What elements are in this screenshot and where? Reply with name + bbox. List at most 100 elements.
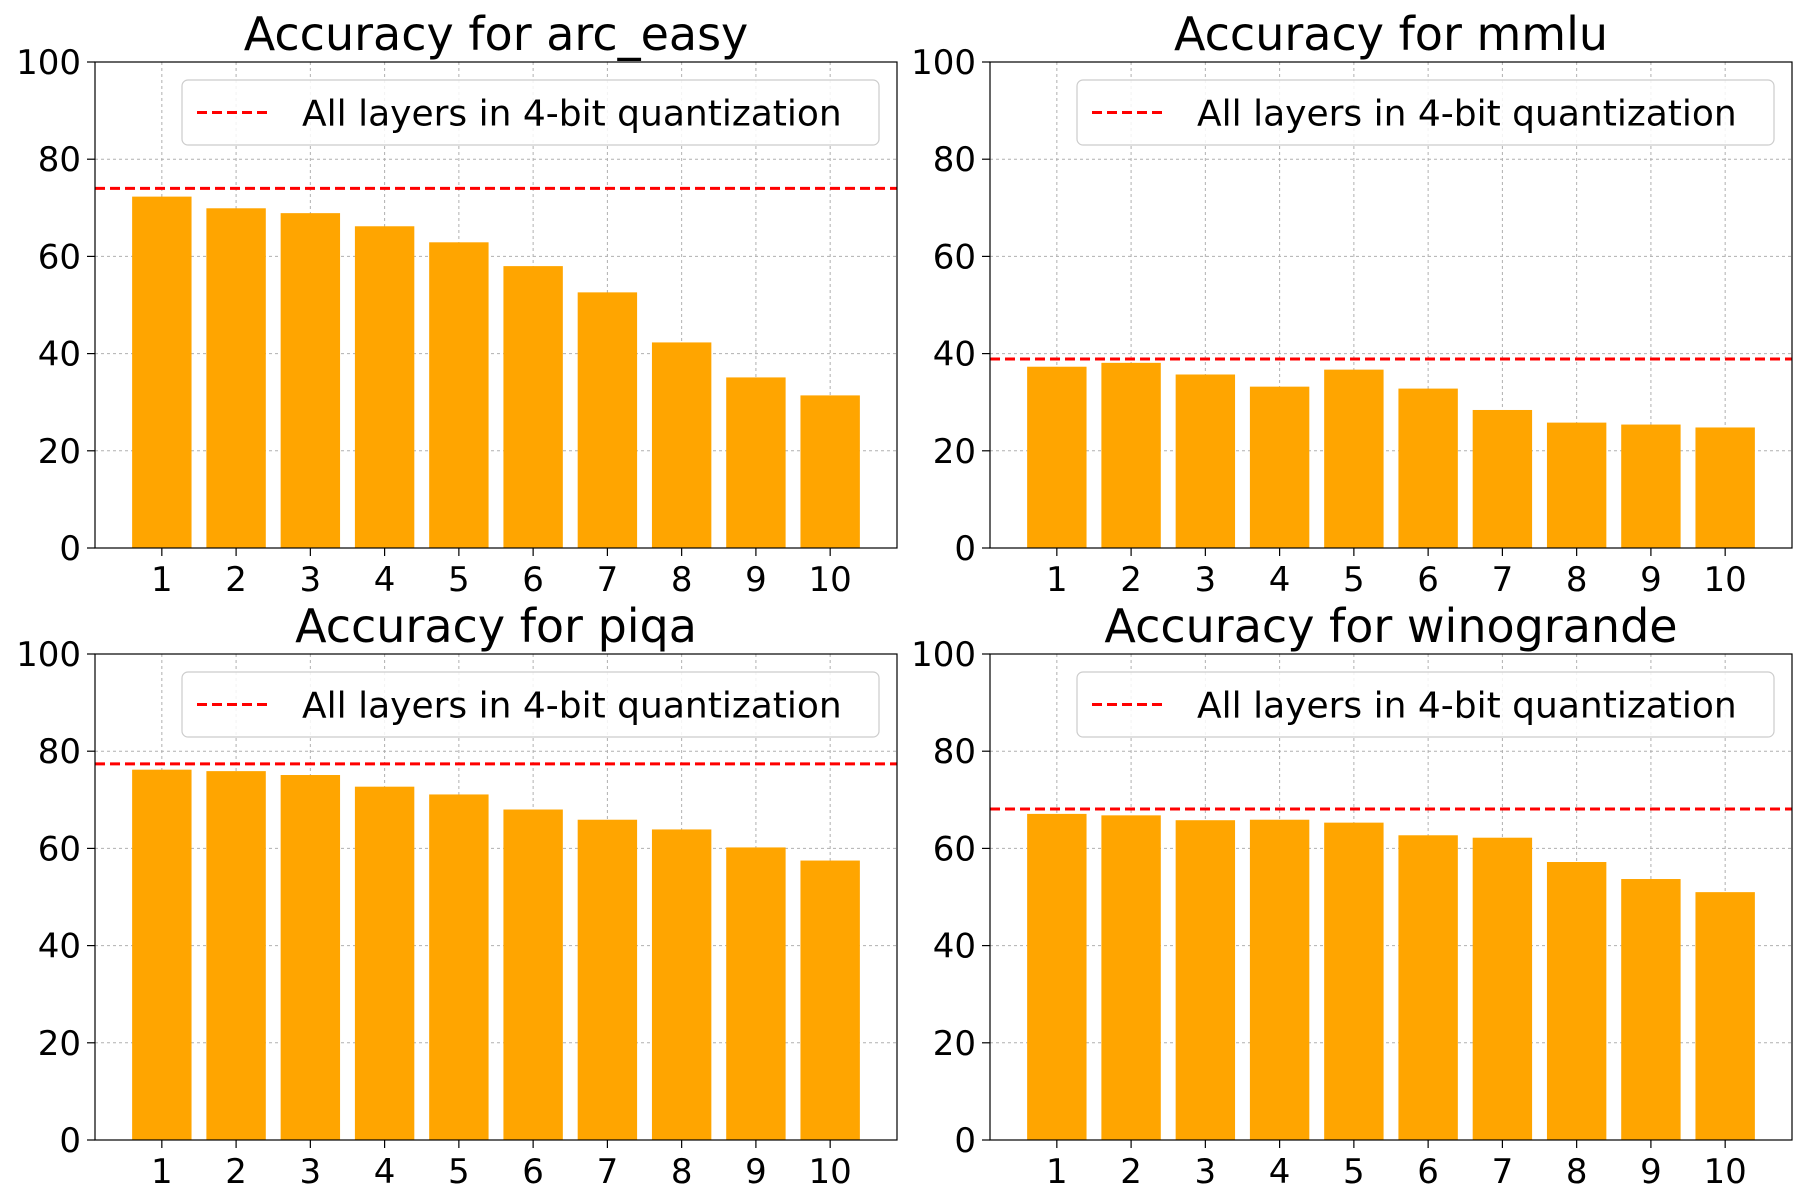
bar-9	[1621, 879, 1681, 1140]
y-tick-label: 40	[933, 335, 976, 375]
chart-panel-2: 0 20 40 60 80 100 1 2 3 4 5 6 7 8 9 10 Accuracy for mmlu…	[911, 7, 1793, 600]
axes-frame	[989, 61, 1793, 549]
bar-10	[800, 860, 860, 1140]
x-tick-label: 3	[1195, 1152, 1217, 1192]
chart-title: Accuracy for piqa	[295, 599, 697, 653]
x-tick-label: 3	[300, 560, 322, 600]
x-tick-label: 10	[809, 560, 852, 600]
bar-9	[1621, 424, 1681, 548]
x-tick-label: 6	[1417, 1152, 1439, 1192]
x-tick-label: 1	[151, 560, 173, 600]
bar-5	[429, 794, 489, 1140]
y-tick-label: 40	[38, 335, 81, 375]
bar-6	[1398, 835, 1458, 1140]
legend-label: All layers in 4-bit quantization	[1197, 94, 1737, 135]
bar-1	[132, 196, 192, 548]
y-tick-label: 0	[954, 529, 976, 569]
x-tick-label: 5	[1343, 560, 1365, 600]
bar-5	[1324, 369, 1384, 548]
bar-9	[726, 847, 786, 1140]
y-tick-label: 60	[933, 237, 976, 277]
legend-box	[181, 79, 880, 146]
x-tick-label: 8	[671, 560, 693, 600]
bar-3	[1175, 820, 1236, 1140]
bar-1	[1027, 366, 1087, 548]
x-tick-label: 8	[671, 1152, 693, 1192]
legend: All layers in 4-bit quantization	[181, 671, 880, 738]
x-tick-label: 7	[1492, 560, 1514, 600]
x-tick-label: 10	[1704, 1152, 1747, 1192]
legend: All layers in 4-bit quantization	[1076, 671, 1775, 738]
legend: All layers in 4-bit quantization	[181, 79, 880, 146]
bar-2	[206, 771, 266, 1140]
bar-9	[726, 377, 786, 548]
bar-2	[1101, 815, 1161, 1140]
y-tick-label: 80	[38, 140, 81, 180]
y-tick-label: 20	[933, 432, 976, 472]
x-tick-label: 9	[745, 560, 767, 600]
axes-frame	[989, 653, 1793, 1141]
x-tick-label: 4	[1269, 560, 1291, 600]
axes-frame	[94, 61, 898, 549]
bar-2	[1101, 362, 1161, 548]
x-tick-label: 2	[225, 1152, 247, 1192]
bar-10	[800, 395, 860, 548]
legend-box	[1076, 79, 1775, 146]
y-tick-label: 20	[38, 432, 81, 472]
x-tick-label: 6	[522, 560, 544, 600]
x-tick-label: 6	[1417, 560, 1439, 600]
bar-8	[651, 829, 712, 1140]
x-tick-label: 3	[1195, 560, 1217, 600]
y-tick-label: 80	[933, 140, 976, 180]
y-tick-label: 100	[16, 43, 81, 83]
x-tick-label: 2	[225, 560, 247, 600]
y-tick-label: 0	[954, 1121, 976, 1161]
legend-label: All layers in 4-bit quantization	[302, 686, 842, 727]
legend-label: All layers in 4-bit quantization	[1197, 686, 1737, 727]
x-tick-label: 4	[374, 560, 396, 600]
y-tick-label: 0	[59, 1121, 81, 1161]
bar-2	[206, 208, 266, 548]
legend-box	[1076, 671, 1775, 738]
bar-5	[1324, 822, 1384, 1140]
bar-8	[1546, 422, 1607, 548]
x-tick-label: 8	[1566, 1152, 1588, 1192]
chart-panel-3: 0 20 40 60 80 100 1 2 3 4 5 6 7 8 9 10 Accuracy for piqa…	[16, 599, 898, 1192]
x-tick-label: 7	[597, 1152, 619, 1192]
x-tick-label: 9	[1640, 1152, 1662, 1192]
x-tick-label: 9	[745, 1152, 767, 1192]
bar-8	[1546, 862, 1607, 1140]
bar-6	[503, 809, 563, 1140]
legend: All layers in 4-bit quantization	[1076, 79, 1775, 146]
y-tick-label: 0	[59, 529, 81, 569]
bar-4	[354, 226, 415, 548]
bar-3	[1175, 374, 1236, 548]
x-tick-label: 1	[1046, 1152, 1068, 1192]
x-tick-label: 5	[448, 1152, 470, 1192]
bar-1	[132, 769, 192, 1140]
y-tick-label: 80	[38, 732, 81, 772]
x-tick-label: 6	[522, 1152, 544, 1192]
bar-10	[1695, 892, 1755, 1140]
y-tick-label: 60	[38, 237, 81, 277]
bar-7	[577, 292, 638, 548]
x-tick-label: 2	[1120, 560, 1142, 600]
x-tick-label: 10	[1704, 560, 1747, 600]
legend-label: All layers in 4-bit quantization	[302, 94, 842, 135]
bar-3	[280, 775, 341, 1140]
y-tick-label: 60	[38, 829, 81, 869]
chart-panel-1: 0 20 40 60 80 100 1 2 3 4 5 6 7 8 9 10 Accuracy for arc_…	[16, 7, 898, 600]
bar-7	[577, 819, 638, 1140]
bar-10	[1695, 427, 1755, 548]
x-tick-label: 7	[1492, 1152, 1514, 1192]
x-tick-label: 4	[374, 1152, 396, 1192]
x-tick-label: 1	[1046, 560, 1068, 600]
y-tick-label: 100	[911, 635, 976, 675]
legend-box	[181, 671, 880, 738]
chart-title: Accuracy for mmlu	[1174, 7, 1608, 61]
x-tick-label: 4	[1269, 1152, 1291, 1192]
x-tick-label: 5	[1343, 1152, 1365, 1192]
y-tick-label: 100	[911, 43, 976, 83]
bar-3	[280, 213, 341, 548]
